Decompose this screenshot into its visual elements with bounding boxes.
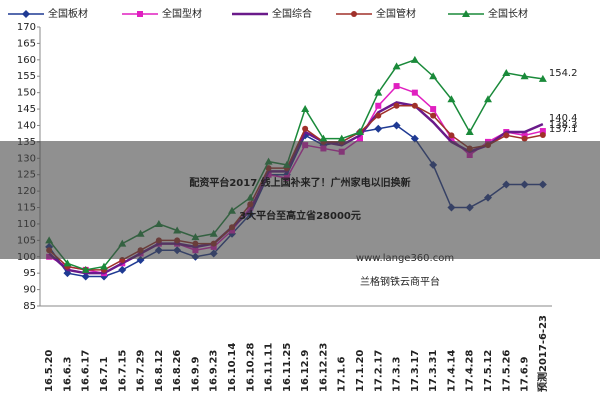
marker xyxy=(539,128,546,135)
legend-label: 全国板材 xyxy=(48,7,88,20)
marker xyxy=(319,134,328,142)
x-tick-label: 17.6.9 xyxy=(520,357,531,392)
x-tick-label: 17.4.28 xyxy=(465,350,476,392)
marker xyxy=(337,134,346,142)
x-tick-label: 17.3.17 xyxy=(410,350,421,392)
marker xyxy=(448,132,455,139)
y-tick-label: 145 xyxy=(17,104,36,115)
y-tick-label: 85 xyxy=(23,301,36,312)
marker xyxy=(118,265,127,274)
x-tick-label: 17.1.20 xyxy=(355,350,366,392)
data-label: 138.3 xyxy=(549,120,578,131)
marker xyxy=(356,128,364,136)
marker xyxy=(410,55,419,63)
marker xyxy=(301,105,310,113)
overlay-text: 配资平台2017 线上国补来了！广州家电以旧换新 xyxy=(189,176,410,189)
marker xyxy=(63,259,72,267)
x-tick-label: 16.12.23 xyxy=(318,343,329,392)
marker xyxy=(393,102,400,109)
x-tick-label: 17.5.26 xyxy=(501,350,512,392)
marker xyxy=(503,132,510,139)
x-tick-label: 16.10.14 xyxy=(227,343,238,392)
marker xyxy=(374,124,383,133)
x-tick-label: 16.5.20 xyxy=(44,350,55,392)
x-tick-label: 16.10.28 xyxy=(245,343,256,392)
marker xyxy=(521,135,528,142)
x-tick-label: 16.8.12 xyxy=(154,350,165,392)
marker xyxy=(137,11,143,17)
marker xyxy=(465,128,474,136)
marker xyxy=(392,121,401,130)
marker xyxy=(538,74,547,82)
data-label: 137.1 xyxy=(549,124,578,135)
marker xyxy=(375,112,382,119)
legend-label: 全国综合 xyxy=(272,7,312,20)
x-tick-label: 17.1.6 xyxy=(337,357,348,392)
x-tick-label: 16.6.3 xyxy=(62,357,73,392)
y-tick-label: 150 xyxy=(17,88,36,99)
marker xyxy=(539,131,546,138)
x-tick-label: 16.9.9 xyxy=(190,357,201,392)
x-tick-label: 17.2.17 xyxy=(373,350,384,392)
marker xyxy=(484,95,492,103)
marker xyxy=(100,262,108,270)
marker xyxy=(448,135,455,142)
x-tick-label: 17.5.12 xyxy=(483,350,494,392)
x-tick-label: 16.9.23 xyxy=(209,350,220,392)
y-tick-label: 90 xyxy=(23,285,36,296)
marker xyxy=(520,72,529,80)
marker xyxy=(392,62,401,70)
watermark: 兰格钢铁云商平台 xyxy=(360,275,440,288)
marker xyxy=(430,112,437,119)
y-tick-label: 140 xyxy=(17,120,36,131)
marker xyxy=(351,11,357,17)
x-tick-label: 16.7.15 xyxy=(117,350,128,392)
x-tick-label: 16.12.9 xyxy=(300,350,311,392)
marker xyxy=(410,134,419,143)
marker xyxy=(357,135,363,142)
marker xyxy=(411,102,418,109)
x-tick-label: 16.6.17 xyxy=(81,350,92,392)
x-tick-label: 预测2017-6-23 xyxy=(536,315,549,392)
data-label: 140.4 xyxy=(549,113,578,124)
marker xyxy=(430,106,437,113)
y-tick-label: 165 xyxy=(17,38,36,49)
x-tick-label: 16.7.1 xyxy=(99,357,110,392)
marker xyxy=(521,132,528,139)
legend-label: 全国长材 xyxy=(488,7,528,20)
marker xyxy=(429,72,438,80)
marker xyxy=(502,68,511,76)
overlay-text: 3大平台至高立省28000元 xyxy=(239,209,361,222)
marker xyxy=(411,89,418,96)
y-tick-label: 170 xyxy=(17,22,36,33)
x-tick-label: 17.3.3 xyxy=(392,357,403,392)
marker xyxy=(375,102,382,109)
marker xyxy=(81,272,90,281)
y-tick-label: 155 xyxy=(17,71,36,82)
marker xyxy=(302,125,309,132)
data-label: 154.2 xyxy=(549,68,578,79)
marker xyxy=(393,83,400,90)
x-tick-label: 17.3.31 xyxy=(428,350,439,392)
y-tick-label: 160 xyxy=(17,55,36,66)
x-tick-label: 16.11.11 xyxy=(264,343,275,392)
marker xyxy=(447,95,456,103)
marker xyxy=(22,10,30,18)
legend-label: 全国管材 xyxy=(376,7,416,20)
marker xyxy=(462,10,470,17)
marker xyxy=(81,265,90,273)
legend-label: 全国型材 xyxy=(162,7,202,20)
overlay-banner xyxy=(0,141,600,259)
marker xyxy=(374,88,383,96)
x-tick-label: 16.7.29 xyxy=(136,350,147,392)
x-tick-label: 17.4.14 xyxy=(446,350,457,392)
x-tick-label: 16.8.26 xyxy=(172,350,183,392)
y-tick-label: 95 xyxy=(23,268,36,279)
x-tick-label: 16.11.25 xyxy=(282,343,293,392)
